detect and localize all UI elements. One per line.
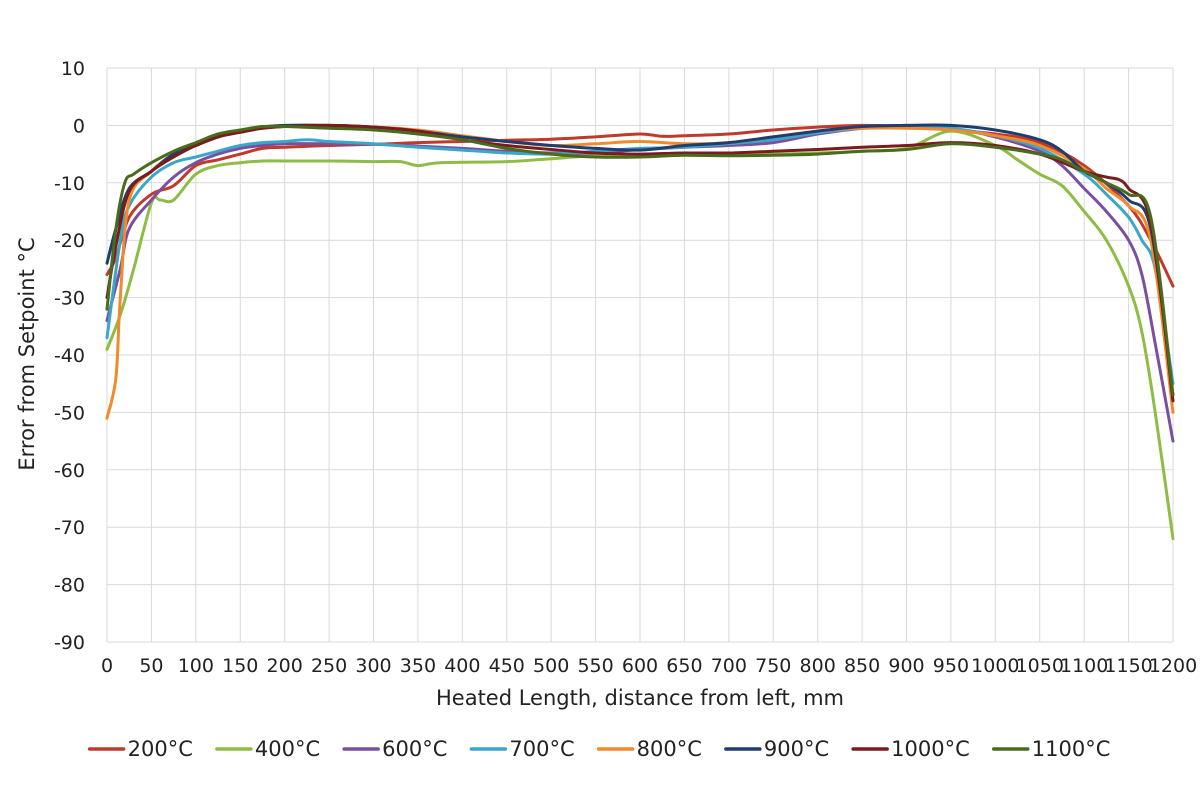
x-tick-label: 850 <box>844 655 880 677</box>
x-tick-label: 150 <box>222 655 258 677</box>
x-tick-label: 500 <box>533 655 569 677</box>
x-tick-label: 450 <box>489 655 525 677</box>
y-tick-label: 0 <box>73 115 85 137</box>
legend-label: 700°C <box>509 737 574 761</box>
x-tick-label: 350 <box>400 655 436 677</box>
x-tick-label: 400 <box>444 655 480 677</box>
x-tick-label: 1200 <box>1149 655 1197 677</box>
legend-label: 1000°C <box>891 737 970 761</box>
legend-label: 900°C <box>764 737 829 761</box>
y-axis-ticks: 10 0 -10 -20 -30 -40 -50 -60 -70 -80 -90 <box>54 58 85 654</box>
y-axis-title: Error from Setpoint °C <box>15 237 39 470</box>
x-tick-label: 600 <box>622 655 658 677</box>
y-tick-label: -50 <box>54 402 85 424</box>
x-tick-label: 1150 <box>1104 655 1152 677</box>
legend-label: 1100°C <box>1032 737 1111 761</box>
y-tick-label: -10 <box>54 173 85 195</box>
x-tick-label: 750 <box>755 655 791 677</box>
x-tick-label: 100 <box>178 655 214 677</box>
y-tick-label: -90 <box>54 632 85 654</box>
x-tick-label: 50 <box>139 655 163 677</box>
x-tick-label: 0 <box>101 655 113 677</box>
legend-label: 400°C <box>255 737 320 761</box>
x-tick-label: 1000 <box>971 655 1019 677</box>
y-tick-label: -80 <box>54 575 85 597</box>
grid <box>106 67 1174 643</box>
x-tick-label: 300 <box>355 655 391 677</box>
x-tick-label: 250 <box>311 655 347 677</box>
x-tick-label: 200 <box>267 655 303 677</box>
legend-label: 600°C <box>382 737 447 761</box>
x-tick-label: 800 <box>800 655 836 677</box>
legend-label: 800°C <box>637 737 702 761</box>
legend-label: 200°C <box>128 737 193 761</box>
x-tick-label: 1100 <box>1060 655 1108 677</box>
y-tick-label: 10 <box>61 58 85 80</box>
x-tick-label: 900 <box>888 655 924 677</box>
x-tick-label: 550 <box>577 655 613 677</box>
x-axis-title: Heated Length, distance from left, mm <box>436 686 844 710</box>
x-tick-label: 650 <box>666 655 702 677</box>
legend: 200°C 400°C 600°C 700°C 800°C 900°C 1000°C 1100… <box>87 737 1111 761</box>
y-tick-label: -20 <box>54 230 85 252</box>
y-tick-label: -40 <box>54 345 85 367</box>
series-lines <box>105 123 1175 541</box>
series-line-7 <box>105 124 1175 397</box>
x-tick-label: 700 <box>711 655 747 677</box>
x-axis-ticks: 0 50 100 150 200 250 300 350 400 450 500 550 600 650 7… <box>101 655 1197 677</box>
y-tick-label: -60 <box>54 460 85 482</box>
y-tick-label: -30 <box>54 288 85 310</box>
x-tick-label: 1050 <box>1016 655 1064 677</box>
x-tick-label: 950 <box>933 655 969 677</box>
y-tick-label: -70 <box>54 517 85 539</box>
